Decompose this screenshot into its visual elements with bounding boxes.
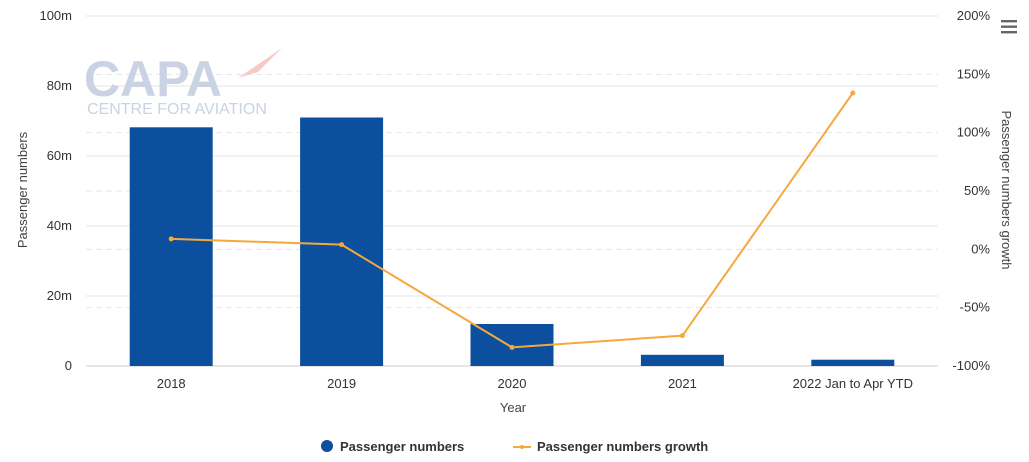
growth-point-2019 [339, 242, 345, 248]
y2-tick-label-5: 150% [957, 66, 991, 81]
right-axis-ticks: -100% -50% 0% 50% 100% 150% 200% [952, 8, 990, 373]
growth-point-2021 [679, 333, 685, 339]
growth-line [171, 92, 854, 349]
y2-tick-label-3: 50% [964, 183, 990, 198]
x-axis-ticks: 2018 2019 2020 2021 2022 Jan to Apr YTD [157, 376, 913, 391]
x-tick-label-4: 2022 Jan to Apr YTD [793, 376, 913, 391]
y-tick-label-5: 100m [39, 8, 72, 23]
y2-tick-label-2: 0% [971, 241, 990, 256]
watermark-plane-icon [238, 48, 282, 78]
growth-point-2020 [509, 344, 515, 350]
bar-series [129, 117, 895, 366]
x-axis-title: Year [500, 400, 527, 415]
y-axis-title: Passenger numbers [15, 131, 30, 248]
grid-lines [86, 15, 938, 367]
y2-tick-label-4: 100% [957, 125, 991, 140]
bar-2018 [129, 127, 213, 366]
legend-item-passenger-numbers-growth[interactable]: Passenger numbers growth [513, 439, 708, 454]
y-tick-label-2: 40m [47, 218, 72, 233]
bar-2019 [300, 117, 384, 366]
watermark-logo: CAPA [84, 51, 222, 107]
x-tick-label-2: 2020 [498, 376, 527, 391]
hamburger-bar-top [1001, 20, 1017, 23]
y2-tick-label-6: 200% [957, 8, 991, 23]
y2-axis-title: Passenger numbers growth [999, 111, 1014, 270]
y2-tick-label-1: -50% [960, 300, 991, 315]
bar-2021 [640, 354, 724, 366]
hamburger-bar-bottom [1001, 31, 1017, 34]
capa-watermark: CAPA CENTRE FOR AVIATION [84, 48, 282, 118]
hamburger-bar-middle [1001, 25, 1017, 28]
legend-item-passenger-numbers[interactable]: Passenger numbers [321, 439, 464, 454]
line-series [168, 90, 856, 350]
hamburger-icon[interactable] [996, 14, 1018, 36]
legend-label-passenger-numbers-growth: Passenger numbers growth [537, 439, 708, 454]
legend-label-passenger-numbers: Passenger numbers [340, 439, 464, 454]
y-tick-label-1: 20m [47, 288, 72, 303]
watermark-subtitle: CENTRE FOR AVIATION [87, 101, 267, 118]
y2-tick-label-0: -100% [952, 358, 990, 373]
growth-point-2018 [168, 236, 174, 242]
y-tick-label-4: 80m [47, 78, 72, 93]
x-tick-label-0: 2018 [157, 376, 186, 391]
growth-point-2022-jan-to-apr-ytd [850, 90, 856, 96]
legend-bar-marker [321, 440, 333, 452]
left-axis-ticks: 0 20m 40m 60m 80m 100m [39, 8, 72, 373]
x-tick-label-1: 2019 [327, 376, 356, 391]
bar-2022-jan-to-apr-ytd [811, 359, 895, 366]
y-tick-label-3: 60m [47, 148, 72, 163]
y-tick-label-0: 0 [65, 358, 72, 373]
legend-line-dot [520, 445, 524, 449]
legend: Passenger numbers Passenger numbers grow… [321, 439, 708, 454]
x-tick-label-3: 2021 [668, 376, 697, 391]
